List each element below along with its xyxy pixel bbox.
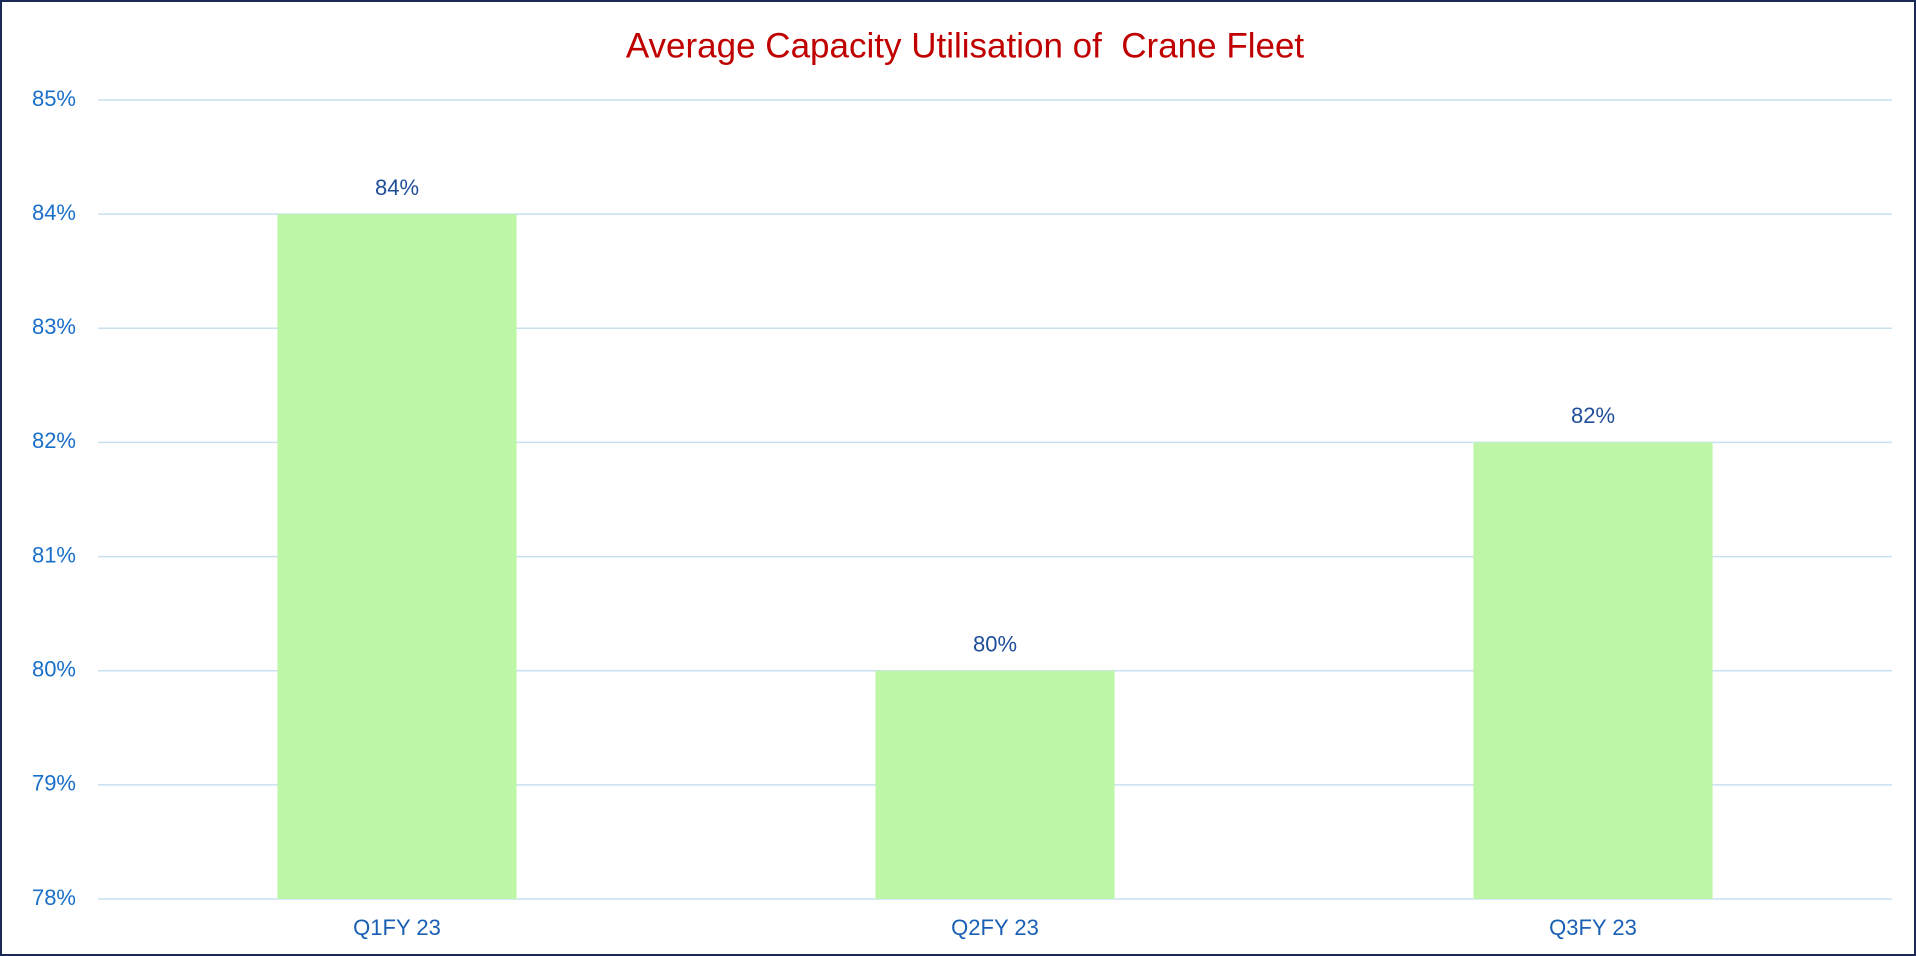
y-tick-label: 83% (32, 314, 76, 339)
bar (1473, 442, 1713, 899)
y-tick-label: 80% (32, 657, 76, 682)
y-tick-label: 82% (32, 428, 76, 453)
y-tick-label: 78% (32, 885, 76, 910)
data-label: 84% (375, 175, 419, 200)
y-tick-label: 81% (32, 542, 76, 567)
bar (277, 214, 517, 900)
data-label: 82% (1571, 403, 1615, 428)
chart-title: Average Capacity Utilisation of Crane Fl… (626, 26, 1305, 65)
y-tick-label: 85% (32, 86, 76, 111)
x-tick-label: Q3FY 23 (1549, 915, 1637, 940)
x-tick-label: Q1FY 23 (353, 915, 441, 940)
data-label: 80% (973, 632, 1017, 657)
bar (875, 670, 1115, 899)
y-tick-label: 84% (32, 200, 76, 225)
x-tick-label: Q2FY 23 (951, 915, 1039, 940)
y-tick-label: 79% (32, 771, 76, 796)
